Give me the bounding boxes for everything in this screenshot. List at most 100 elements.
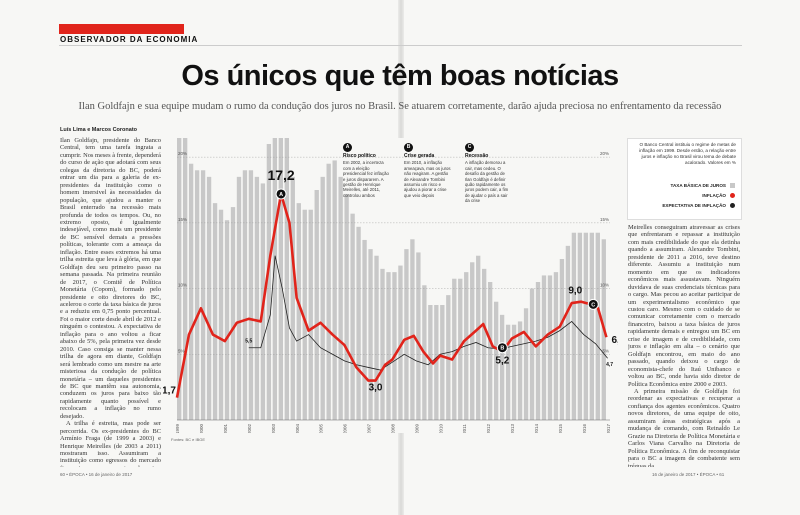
article-column-left: Ilan Goldfajn, presidente do Banco Centr… bbox=[60, 137, 161, 467]
juros-bar bbox=[182, 138, 188, 420]
juros-bar bbox=[177, 138, 182, 420]
juros-bar bbox=[332, 160, 337, 420]
juros-bar bbox=[284, 138, 289, 420]
juros-bar bbox=[266, 144, 272, 420]
article-paragraph-3: Meirelles conseguiram atravessar as cris… bbox=[628, 224, 740, 388]
juros-bar bbox=[505, 324, 511, 420]
annotation-badge-b: B bbox=[404, 143, 413, 152]
juros-bar bbox=[344, 193, 349, 420]
article-paragraph-2: A trilha é estreita, mas pode ser percor… bbox=[60, 420, 161, 467]
y-tick-label-right: 5% bbox=[602, 348, 609, 353]
y-tick-label-left: 5% bbox=[178, 348, 185, 353]
juros-bar bbox=[559, 259, 565, 420]
marker-c bbox=[587, 298, 599, 310]
juros-bar bbox=[487, 282, 493, 420]
juros-bar bbox=[362, 239, 367, 420]
callout-label: 9,0 bbox=[568, 286, 582, 297]
annotation-badge-c: C bbox=[465, 143, 474, 152]
y-tick-label-right: 10% bbox=[600, 283, 609, 288]
x-tick-label: 2016 bbox=[582, 423, 587, 433]
legend-item-juros: TAXA BÁSICA DE JUROS bbox=[671, 183, 735, 188]
legend-description: O Banco Central instituiu o regime de me… bbox=[639, 142, 736, 165]
byline: Luís Lima e Marcos Coronato bbox=[60, 127, 138, 133]
annotation-text-c: A inflação demorou a cair, mas cedeu. O … bbox=[465, 160, 509, 204]
juros-bar bbox=[440, 305, 445, 420]
juros-bar bbox=[242, 170, 248, 420]
juros-bar bbox=[511, 324, 517, 420]
annotation-title-b: Crise gerada bbox=[404, 153, 435, 159]
marker-label-c: C bbox=[591, 302, 595, 308]
x-tick-label: 2007 bbox=[367, 423, 372, 433]
x-tick-label: 2003 bbox=[271, 423, 276, 433]
juros-bar bbox=[212, 203, 218, 420]
marker-b bbox=[496, 342, 508, 354]
juros-bar bbox=[595, 232, 600, 420]
section-label: OBSERVADOR DA ECONOMIA bbox=[60, 35, 199, 44]
juros-bar bbox=[326, 163, 331, 420]
juros-bar bbox=[541, 275, 547, 420]
juros-bar bbox=[392, 272, 397, 420]
juros-bar bbox=[356, 226, 361, 420]
juros-bar bbox=[523, 308, 529, 420]
x-tick-label: 2012 bbox=[486, 423, 491, 433]
juros-bar bbox=[320, 176, 325, 420]
juros-bar bbox=[368, 249, 373, 420]
inflacao-line bbox=[175, 192, 608, 398]
y-tick-label-right: 15% bbox=[600, 217, 609, 222]
x-tick-label: 2005 bbox=[319, 423, 324, 433]
juros-bar bbox=[272, 138, 278, 420]
x-tick-label: 2013 bbox=[510, 423, 515, 433]
callout-label: 17,2 bbox=[267, 167, 294, 183]
juros-bar bbox=[302, 209, 307, 420]
x-tick-label: 2017 bbox=[606, 423, 611, 433]
juros-bar bbox=[200, 170, 206, 420]
juros-bar bbox=[374, 255, 379, 420]
juros-bar bbox=[482, 268, 487, 420]
x-tick-label: 2014 bbox=[534, 423, 539, 433]
juros-bar bbox=[577, 232, 583, 420]
x-tick-label: 2009 bbox=[414, 423, 419, 433]
legend-item-inflacao: INFLAÇÃO bbox=[702, 193, 735, 198]
juros-bar bbox=[416, 252, 421, 420]
section-rule bbox=[59, 45, 742, 46]
x-tick-label: 2000 bbox=[199, 423, 204, 433]
juros-bar bbox=[224, 220, 230, 420]
juros-bar bbox=[517, 321, 523, 420]
footer-right: 16 de janeiro de 2017 • ÉPOCA • 61 bbox=[652, 472, 725, 477]
annotation-a: A Risco político Em 2002, a incerteza co… bbox=[343, 143, 391, 198]
x-tick-label: 2006 bbox=[343, 423, 348, 433]
juros-bar bbox=[589, 232, 594, 420]
juros-bar bbox=[476, 255, 481, 420]
legend-label-juros: TAXA BÁSICA DE JUROS bbox=[670, 183, 726, 188]
chart-source: Fontes: BC e IBGE bbox=[171, 437, 206, 442]
juros-bar bbox=[206, 176, 212, 420]
juros-bar bbox=[470, 262, 475, 420]
juros-bar bbox=[290, 176, 295, 420]
legend-label-inflacao: INFLAÇÃO bbox=[702, 193, 726, 198]
juros-bar bbox=[194, 170, 200, 420]
juros-bar bbox=[583, 232, 589, 420]
juros-bar bbox=[410, 239, 415, 420]
annotation-text-b: Em 2010, a inflação ameaçava, mas os jur… bbox=[404, 160, 451, 198]
juros-bar bbox=[218, 209, 224, 420]
juros-bar bbox=[308, 209, 313, 420]
annotation-title-c: Recessão bbox=[465, 153, 489, 159]
juros-bar bbox=[499, 314, 505, 420]
annotation-title-a: Risco político bbox=[343, 153, 376, 159]
juros-bar bbox=[380, 268, 385, 420]
article-paragraph-1: Ilan Goldfajn, presidente do Banco Centr… bbox=[60, 137, 161, 420]
y-tick-label-left: 15% bbox=[178, 217, 187, 222]
juros-bar bbox=[571, 232, 577, 420]
juros-bar bbox=[493, 301, 499, 420]
legend-swatch-expectativa bbox=[730, 203, 735, 208]
juros-bar bbox=[314, 190, 319, 420]
footer-left: 60 • ÉPOCA • 16 de janeiro de 2017 bbox=[60, 472, 133, 477]
legend-label-expectativa: EXPECTATIVA DE INFLAÇÃO bbox=[662, 203, 726, 208]
article-paragraph-4: A primeira missão de Goldfajn foi reorde… bbox=[628, 387, 740, 467]
juros-bar bbox=[350, 213, 355, 420]
x-tick-label: 2010 bbox=[438, 423, 443, 433]
juros-bar bbox=[398, 265, 403, 420]
annotation-badge-a: A bbox=[343, 143, 352, 152]
annotation-b: B Crise gerada Em 2010, a inflação ameaç… bbox=[404, 143, 452, 198]
x-tick-label: 2002 bbox=[247, 423, 252, 433]
